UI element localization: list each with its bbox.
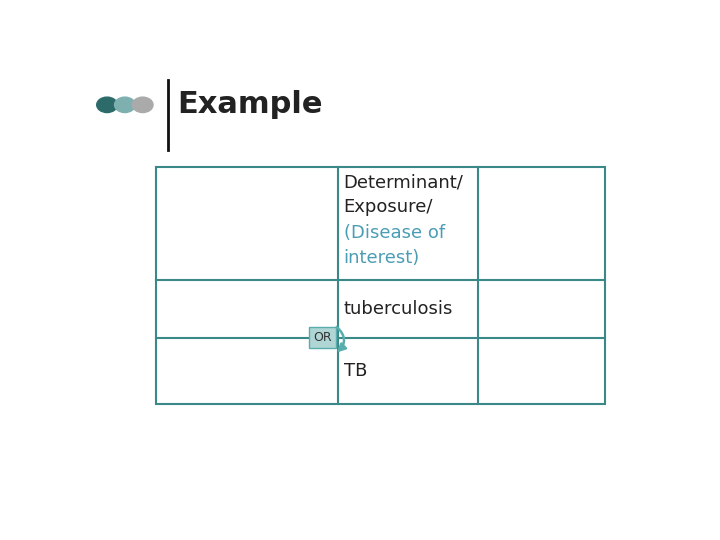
Circle shape xyxy=(114,97,135,112)
Bar xyxy=(309,327,336,348)
Circle shape xyxy=(132,97,153,112)
Text: Exposure/: Exposure/ xyxy=(343,199,433,217)
Text: Determinant/: Determinant/ xyxy=(343,173,464,191)
Text: (Disease of: (Disease of xyxy=(343,224,445,241)
Text: Example: Example xyxy=(177,90,323,119)
Text: tuberculosis: tuberculosis xyxy=(343,300,453,318)
Bar xyxy=(156,167,606,403)
Text: interest): interest) xyxy=(343,249,420,267)
Text: OR: OR xyxy=(313,331,332,344)
Text: TB: TB xyxy=(343,362,367,380)
Circle shape xyxy=(96,97,117,112)
